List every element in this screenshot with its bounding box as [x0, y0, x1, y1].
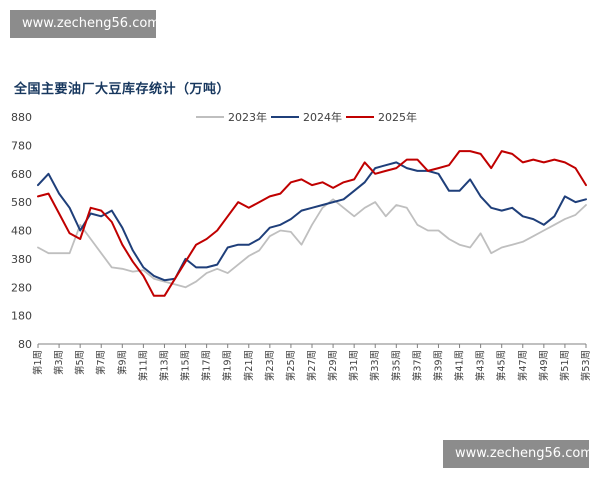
- x-tick-label: 第9周: [116, 350, 128, 375]
- x-tick-label: 第35周: [390, 350, 402, 381]
- x-tick-label: 第43周: [475, 350, 487, 381]
- series-line-2024年: [37, 161, 587, 282]
- x-tick-label: 第17周: [201, 350, 213, 381]
- x-tick-label: 第7周: [95, 350, 107, 375]
- x-tick-label: 第13周: [158, 350, 170, 381]
- y-tick-label-280: 280: [11, 281, 32, 294]
- x-tick-label: 第21周: [243, 350, 255, 381]
- y-tick-label-480: 480: [11, 225, 32, 238]
- y-tick-label-580: 580: [11, 196, 32, 209]
- x-tick-label: 第51周: [559, 350, 571, 381]
- x-tick-label: 第31周: [348, 350, 360, 381]
- x-tick-label: 第27周: [306, 350, 318, 381]
- x-tick-label: 第47周: [517, 350, 529, 381]
- x-tick-label: 第37周: [411, 350, 423, 381]
- y-tick-label-80: 80: [18, 338, 32, 351]
- chart-title: 全国主要油厂大豆库存统计（万吨）: [14, 82, 231, 97]
- x-tick-label: 第3周: [53, 350, 65, 375]
- x-tick-label: 第45周: [496, 350, 508, 381]
- y-tick-label-380: 380: [11, 253, 32, 266]
- x-tick-label: 第11周: [137, 350, 149, 381]
- x-tick-label: 第53周: [580, 350, 592, 381]
- legend-label-2023年: 2023年: [228, 110, 267, 124]
- y-tick-label-180: 180: [11, 310, 32, 323]
- x-tick-label: 第41周: [454, 350, 466, 381]
- x-tick-label: 第5周: [74, 350, 86, 375]
- x-tick-label: 第19周: [222, 350, 234, 381]
- y-tick-label-680: 680: [11, 168, 32, 181]
- x-tick-label: 第25周: [285, 350, 297, 381]
- series-line-2025年: [37, 150, 587, 297]
- x-tick-label: 第33周: [369, 350, 381, 381]
- y-tick-label-780: 780: [11, 139, 32, 152]
- x-tick-label: 第15周: [180, 350, 192, 381]
- x-tick-label: 第1周: [32, 350, 44, 375]
- series-line-2023年: [37, 198, 587, 289]
- x-tick-label: 第23周: [264, 350, 276, 381]
- x-tick-label: 第49周: [538, 350, 550, 381]
- watermark-top: www.zecheng56.com: [10, 10, 160, 38]
- x-tick-label: 第39周: [432, 350, 444, 381]
- x-tick-label: 第29周: [327, 350, 339, 381]
- watermark-bottom: www.zecheng56.com: [443, 440, 593, 468]
- y-tick-label-880: 880: [11, 111, 32, 124]
- legend-label-2024年: 2024年: [303, 110, 342, 124]
- legend-label-2025年: 2025年: [378, 110, 417, 124]
